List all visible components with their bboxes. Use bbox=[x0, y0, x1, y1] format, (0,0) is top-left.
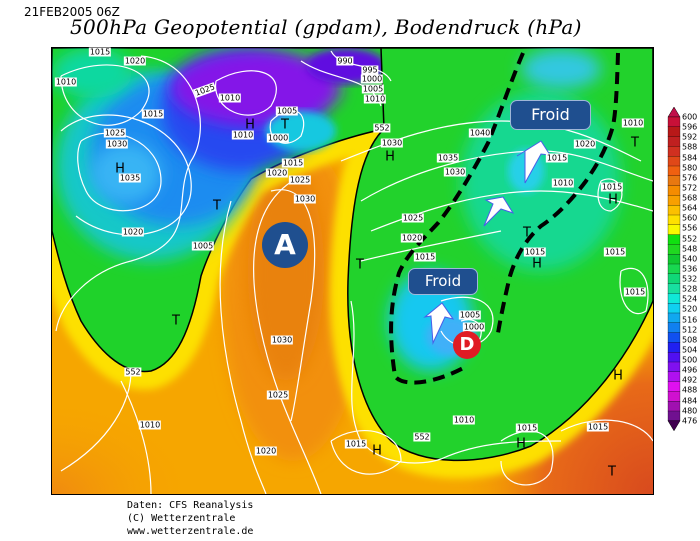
colorbar-tick-label: 492 bbox=[682, 375, 698, 385]
colorbar-bin bbox=[667, 342, 681, 353]
colorbar-tick-label: 552 bbox=[682, 234, 698, 244]
colorbar-tick-label: 548 bbox=[682, 244, 698, 254]
colorbar-tick-label: 504 bbox=[682, 345, 698, 355]
colorbar-bin bbox=[667, 244, 681, 255]
colorbar-tick-label: 572 bbox=[682, 183, 698, 193]
colorbar-bin bbox=[667, 322, 681, 333]
colorbar-tick-label: 496 bbox=[682, 365, 698, 375]
credit-source: Daten: CFS Reanalysis bbox=[127, 500, 254, 511]
colorbar-bin bbox=[667, 381, 681, 392]
colorbar-swatches bbox=[667, 106, 681, 432]
colorbar-tick-label: 520 bbox=[682, 304, 698, 314]
colorbar-tick-label: 560 bbox=[682, 213, 698, 223]
colorbar-bin bbox=[667, 175, 681, 186]
colorbar-tick-label: 596 bbox=[682, 122, 698, 132]
trough-axis-west bbox=[389, 52, 525, 385]
colorbar-bin bbox=[667, 410, 681, 422]
colorbar bbox=[666, 106, 682, 436]
colorbar-bin bbox=[667, 283, 681, 294]
colorbar-tick-label: 532 bbox=[682, 274, 698, 284]
colorbar-tick-label: 516 bbox=[682, 315, 698, 325]
colorbar-tick-label: 584 bbox=[682, 153, 698, 162]
colorbar-tick-label: 576 bbox=[682, 173, 698, 183]
cold-air-arrow-icon bbox=[516, 140, 551, 184]
colorbar-bin bbox=[667, 224, 681, 235]
high-pressure-marker: A bbox=[262, 222, 308, 268]
colorbar-tick-label: 528 bbox=[682, 284, 698, 294]
colorbar-bin bbox=[667, 195, 681, 206]
low-pressure-marker: D bbox=[453, 331, 481, 359]
colorbar-tick-label: 488 bbox=[682, 385, 698, 395]
colorbar-tick-label: 588 bbox=[682, 142, 698, 152]
colorbar-tick-label: 592 bbox=[682, 132, 698, 142]
colorbar-bin bbox=[667, 156, 681, 167]
trough-axis-east bbox=[496, 52, 620, 334]
colorbar-bin bbox=[667, 165, 681, 177]
chart-title: 500hPa Geopotential (gpdam), Bodendruck … bbox=[70, 15, 582, 39]
colorbar-bin bbox=[667, 401, 681, 412]
colorbar-tick-label: 484 bbox=[682, 396, 698, 406]
cold-air-arrows bbox=[423, 140, 551, 345]
credit-website: www.wetterzentrale.de bbox=[127, 526, 254, 537]
colorbar-tick-label: 568 bbox=[682, 193, 698, 203]
colorbar-bin bbox=[667, 293, 681, 304]
colorbar-bin bbox=[667, 391, 681, 402]
cold-air-label: Froid bbox=[408, 268, 478, 295]
colorbar-tick-label: 564 bbox=[682, 203, 698, 213]
colorbar-bin bbox=[667, 254, 681, 265]
credits: Daten: CFS Reanalysis (C) Wetterzentrale… bbox=[127, 499, 253, 538]
colorbar-bin bbox=[667, 214, 681, 226]
colorbar-bin bbox=[667, 205, 681, 216]
colorbar-tick-label: 536 bbox=[682, 264, 698, 274]
colorbar-bin bbox=[667, 146, 681, 157]
cold-air-arrow-icon bbox=[483, 196, 515, 227]
colorbar-bin bbox=[667, 303, 681, 314]
colorbar-tick-label: 524 bbox=[682, 294, 698, 304]
colorbar-tick-label: 476 bbox=[682, 416, 698, 426]
trough-axes bbox=[389, 52, 620, 385]
warm-field-southwest bbox=[52, 394, 202, 494]
colorbar-tick-label: 556 bbox=[682, 223, 698, 233]
colorbar-tick-label: 508 bbox=[682, 335, 698, 345]
colorbar-bin bbox=[667, 371, 681, 382]
cold-air-arrow-icon bbox=[423, 302, 455, 345]
colorbar-bin bbox=[667, 352, 681, 363]
colorbar-min-triangle bbox=[667, 420, 681, 432]
ridge-core bbox=[248, 161, 324, 381]
colorbar-bin bbox=[667, 273, 681, 284]
colorbar-tick-label: 480 bbox=[682, 406, 698, 416]
colorbar-bin bbox=[667, 185, 681, 196]
colorbar-tick-label: 580 bbox=[682, 163, 698, 173]
timestamp: 21FEB2005 06Z bbox=[24, 5, 120, 19]
colorbar-bin bbox=[667, 312, 681, 324]
colorbar-bin bbox=[667, 332, 681, 343]
colorbar-max-triangle bbox=[667, 106, 681, 118]
colorbar-tick-label: 512 bbox=[682, 325, 698, 335]
cold-air-label: Froid bbox=[510, 100, 591, 130]
colorbar-tick-label: 600 bbox=[682, 112, 698, 122]
colorbar-tick-label: 540 bbox=[682, 254, 698, 264]
colorbar-bin bbox=[667, 361, 681, 373]
colorbar-bin bbox=[667, 234, 681, 245]
colorbar-bin bbox=[667, 116, 681, 128]
credit-copyright: (C) Wetterzentrale bbox=[127, 513, 236, 524]
colorbar-bin bbox=[667, 126, 681, 137]
colorbar-bin bbox=[667, 263, 681, 275]
colorbar-tick-label: 500 bbox=[682, 355, 698, 365]
colorbar-bin bbox=[667, 136, 681, 147]
